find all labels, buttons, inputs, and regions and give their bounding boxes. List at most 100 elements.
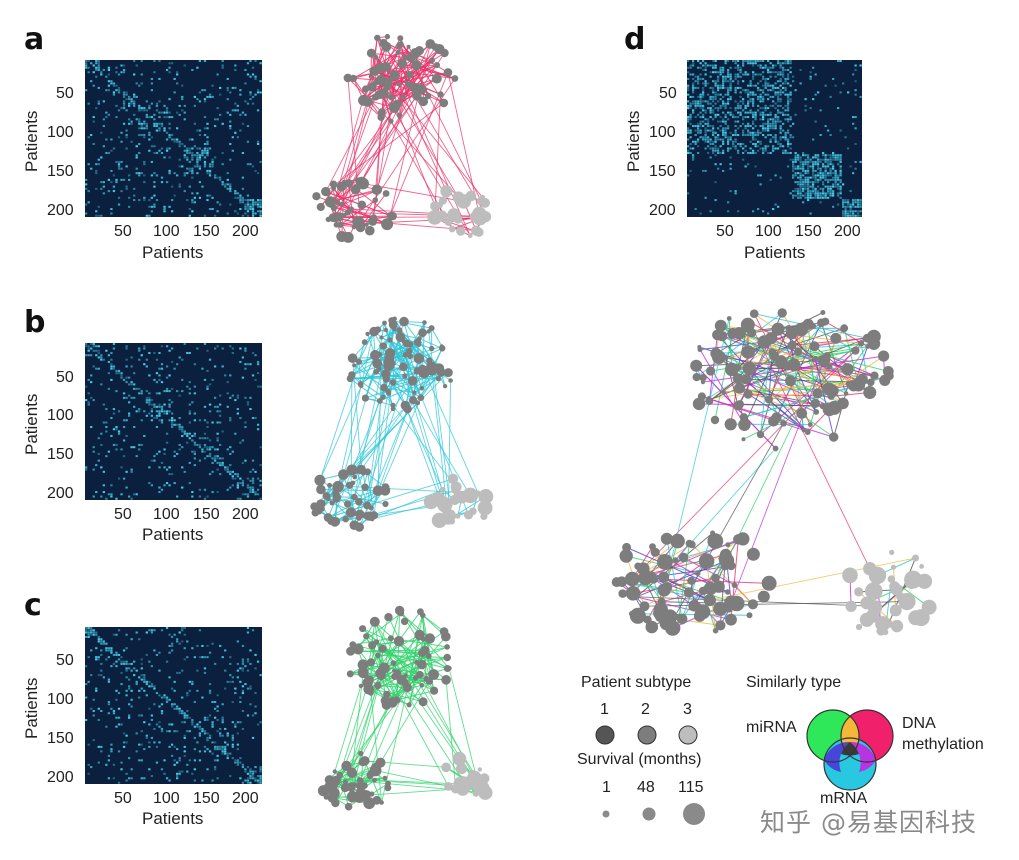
heatmap-cell	[256, 775, 260, 778]
heatmap-cell	[764, 66, 767, 69]
network-node	[860, 596, 873, 610]
heatmap-cell	[219, 176, 222, 179]
heatmap-cell	[772, 86, 775, 89]
heatmap-cell	[115, 160, 118, 163]
heatmap-cell	[817, 154, 820, 157]
heatmap-cell	[160, 363, 164, 366]
network-node	[657, 583, 671, 597]
heatmap-cell	[208, 750, 212, 753]
heatmap-cell	[168, 156, 171, 159]
heatmap-cell	[216, 745, 219, 748]
heatmap-cell	[784, 149, 787, 152]
heatmap-cell	[165, 701, 169, 704]
network-node	[743, 389, 753, 399]
heatmap-cell	[241, 111, 245, 114]
heatmap-cell	[201, 89, 204, 92]
heatmap-cell	[689, 107, 692, 110]
heatmap-cell	[772, 64, 775, 67]
heatmap-cell	[140, 674, 143, 677]
heatmap-cell	[122, 455, 126, 458]
heatmap-cell	[110, 665, 113, 668]
heatmap-cell	[724, 102, 727, 105]
heatmap-cell	[100, 495, 103, 498]
heatmap-cell	[749, 82, 752, 85]
heatmap-cell	[774, 125, 777, 128]
heatmap-cell	[737, 75, 740, 78]
heatmap-cell	[133, 194, 136, 197]
heatmap-cell	[251, 629, 255, 632]
heatmap-cell	[767, 71, 770, 74]
network-edge	[381, 111, 459, 198]
heatmap-cell	[127, 376, 131, 379]
heatmap-cell	[822, 172, 825, 175]
heatmap-cell	[739, 71, 742, 74]
heatmap-cell	[259, 674, 262, 677]
heatmap-cell	[839, 156, 842, 159]
heatmap-cell	[188, 169, 191, 172]
heatmap-cell	[153, 685, 156, 688]
heatmap-cell	[170, 347, 174, 350]
heatmap-cell	[153, 151, 156, 154]
network-node	[355, 358, 362, 365]
heatmap-cell	[160, 703, 164, 706]
network-node	[768, 415, 779, 427]
network-node	[706, 366, 716, 376]
heatmap-cell	[722, 84, 725, 87]
heatmap-cell	[802, 187, 805, 190]
heatmap-cell	[799, 181, 802, 184]
heatmap-cell	[155, 129, 159, 132]
heatmap-cell	[707, 100, 710, 103]
heatmap-cell	[170, 649, 174, 652]
heatmap-cell	[168, 111, 171, 114]
heatmap-cell	[224, 185, 227, 188]
heatmap-cell	[702, 120, 705, 123]
heatmap-cell	[697, 131, 700, 134]
heatmap-cell	[837, 178, 840, 181]
network-node	[332, 495, 341, 503]
heatmap-cell	[807, 158, 810, 161]
heatmap-cell	[774, 91, 777, 94]
heatmap-cell	[697, 122, 700, 125]
heatmap-cell	[188, 151, 191, 154]
heatmap-cell	[158, 60, 161, 63]
heatmap-cell	[165, 376, 169, 379]
heatmap-cell	[97, 66, 100, 69]
heatmap-cell	[148, 396, 151, 399]
heatmap-cell	[254, 667, 257, 670]
heatmap-cell	[699, 120, 702, 123]
heatmap-cell	[196, 154, 199, 157]
heatmap-cell	[198, 459, 202, 462]
heatmap-cell	[824, 154, 827, 157]
heatmap-cell	[747, 100, 750, 103]
heatmap-cell	[732, 113, 735, 116]
heatmap-cell	[249, 777, 252, 780]
network-node	[712, 627, 719, 634]
heatmap-cell	[837, 156, 840, 159]
heatmap-cell	[236, 109, 239, 112]
heatmap-cell	[181, 358, 184, 361]
network-node	[734, 382, 746, 394]
heatmap-cell	[762, 95, 765, 98]
heatmap-cell	[752, 84, 755, 87]
heatmap-cell	[198, 196, 202, 199]
network-edge	[386, 636, 447, 706]
heatmap-cell	[110, 367, 113, 370]
heatmap-cell	[115, 653, 118, 656]
heatmap-cell	[211, 779, 214, 782]
x-axis-label: Patients	[142, 809, 204, 828]
heatmap-cell	[722, 104, 725, 107]
heatmap-cell	[125, 381, 128, 384]
heatmap-cell	[794, 190, 797, 193]
heatmap-cell	[692, 60, 695, 63]
heatmap-cell	[133, 387, 136, 390]
heatmap-cell	[729, 107, 732, 110]
heatmap-cell	[97, 459, 100, 462]
heatmap-cell	[704, 127, 707, 130]
heatmap-cell	[246, 210, 250, 213]
heatmap-cell	[852, 210, 855, 213]
heatmap-cell	[744, 91, 747, 94]
heatmap-cell	[792, 136, 795, 139]
heatmap-cell	[236, 497, 239, 500]
heatmap-cell	[133, 95, 136, 98]
heatmap-cell	[767, 82, 770, 85]
